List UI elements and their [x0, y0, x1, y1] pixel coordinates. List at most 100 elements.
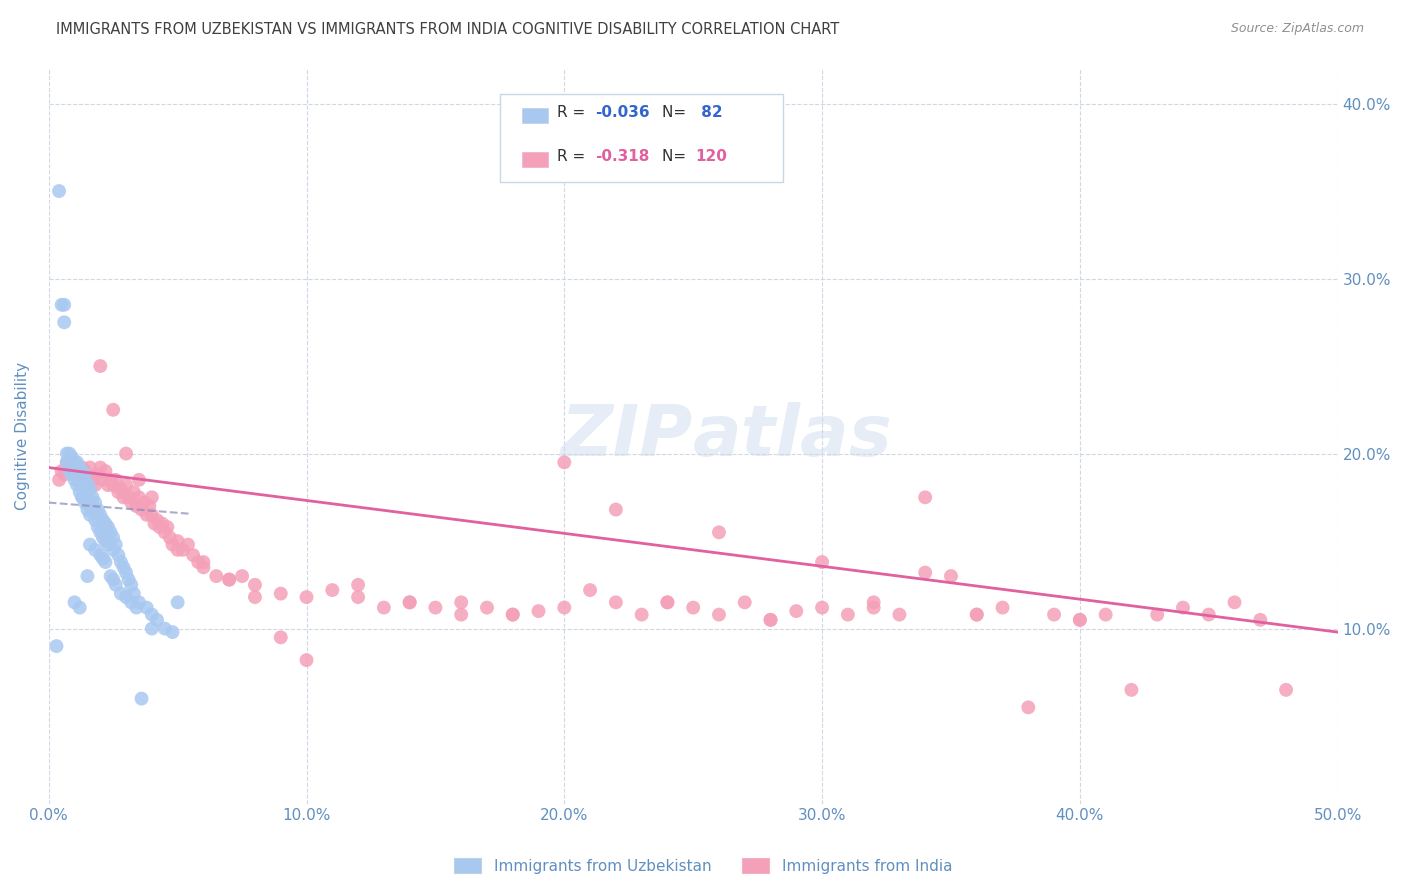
Point — [398, 595, 420, 609]
Point — [146, 613, 169, 627]
Text: R =: R = — [557, 105, 589, 120]
Point — [82, 491, 104, 505]
Point — [91, 473, 114, 487]
Point — [966, 607, 988, 622]
Point — [734, 595, 756, 609]
Point — [103, 478, 125, 492]
Point — [60, 464, 83, 478]
Point — [84, 495, 107, 509]
Point — [149, 520, 172, 534]
Point — [97, 538, 120, 552]
Point — [862, 600, 884, 615]
Legend: Immigrants from Uzbekistan, Immigrants from India: Immigrants from Uzbekistan, Immigrants f… — [449, 852, 957, 880]
Point — [373, 600, 395, 615]
Point — [115, 478, 138, 492]
Point — [682, 600, 704, 615]
Point — [91, 531, 114, 545]
Point — [321, 583, 343, 598]
Point — [243, 590, 266, 604]
Point — [63, 455, 86, 469]
Point — [72, 460, 94, 475]
Point — [76, 467, 98, 482]
Point — [115, 566, 138, 580]
Point — [134, 495, 156, 509]
Point — [172, 542, 194, 557]
Point — [79, 508, 101, 522]
Point — [759, 613, 782, 627]
Point — [527, 604, 550, 618]
Point — [72, 491, 94, 505]
Point — [450, 595, 472, 609]
Point — [135, 600, 157, 615]
Point — [347, 590, 370, 604]
Point — [605, 595, 627, 609]
Point — [1249, 613, 1271, 627]
Point — [103, 531, 125, 545]
Point — [66, 467, 89, 482]
Point — [295, 590, 318, 604]
Point — [1069, 613, 1091, 627]
Point — [60, 450, 83, 464]
Point — [128, 473, 150, 487]
Point — [72, 491, 94, 505]
Point — [166, 595, 188, 609]
Point — [166, 542, 188, 557]
Point — [120, 495, 142, 509]
Point — [53, 467, 76, 482]
Point — [69, 467, 91, 482]
Point — [1069, 613, 1091, 627]
Point — [553, 600, 575, 615]
Text: 82: 82 — [696, 105, 723, 120]
Point — [97, 478, 120, 492]
Point — [115, 446, 138, 460]
Point — [56, 455, 79, 469]
Point — [112, 491, 135, 505]
Point — [66, 478, 89, 492]
Point — [118, 491, 141, 505]
Point — [58, 446, 80, 460]
Point — [120, 595, 142, 609]
Text: 120: 120 — [696, 149, 728, 164]
Point — [97, 520, 120, 534]
Point — [94, 555, 117, 569]
Point — [73, 495, 96, 509]
Point — [110, 482, 132, 496]
Point — [131, 502, 153, 516]
Point — [162, 625, 184, 640]
Point — [125, 600, 148, 615]
Point — [166, 534, 188, 549]
Point — [1017, 700, 1039, 714]
Point — [991, 600, 1014, 615]
Point — [79, 482, 101, 496]
Point — [128, 491, 150, 505]
Point — [605, 502, 627, 516]
Point — [579, 583, 602, 598]
Point — [141, 508, 163, 522]
Point — [759, 613, 782, 627]
Point — [87, 502, 110, 516]
Point — [84, 478, 107, 492]
Point — [89, 508, 111, 522]
Point — [502, 607, 524, 622]
FancyBboxPatch shape — [501, 95, 783, 183]
Point — [177, 538, 200, 552]
Point — [104, 473, 127, 487]
Point — [69, 473, 91, 487]
Text: N=: N= — [662, 149, 692, 164]
Point — [100, 525, 122, 540]
Point — [156, 520, 179, 534]
Point — [104, 578, 127, 592]
Point — [79, 495, 101, 509]
Point — [193, 555, 215, 569]
Point — [1094, 607, 1116, 622]
Point — [141, 622, 163, 636]
Point — [122, 485, 145, 500]
Point — [150, 516, 173, 531]
Point — [159, 531, 181, 545]
Point — [118, 573, 141, 587]
Point — [45, 639, 67, 653]
Point — [87, 520, 110, 534]
Point — [100, 473, 122, 487]
Point — [270, 631, 292, 645]
Point — [76, 569, 98, 583]
